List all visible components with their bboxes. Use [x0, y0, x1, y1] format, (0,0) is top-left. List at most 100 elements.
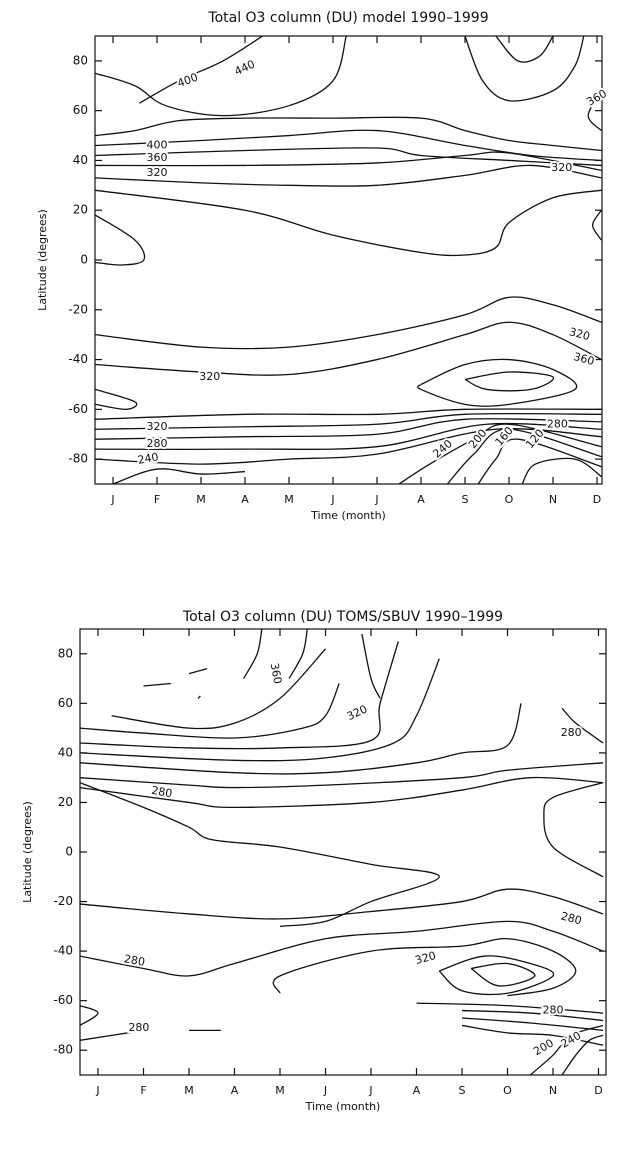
contour-label: 280 — [560, 909, 584, 927]
contour-line — [561, 707, 604, 744]
contour-line — [143, 682, 171, 687]
y-tick-label: 20 — [73, 203, 88, 217]
y-axis-label: Latitude (degrees) — [36, 209, 49, 311]
contour-line — [80, 1005, 99, 1026]
contour-line — [188, 668, 208, 675]
x-tick-label: J — [330, 493, 334, 506]
y-tick-label: -40 — [68, 352, 88, 366]
y-tick-label: 80 — [58, 646, 73, 660]
x-tick-label: S — [462, 493, 469, 506]
contour-line — [197, 695, 201, 699]
contour-line — [80, 683, 340, 739]
y-tick-label: -40 — [53, 944, 73, 958]
x-tick-label: M — [196, 493, 206, 506]
contour-label: 320 — [345, 702, 370, 723]
x-tick-label: N — [549, 493, 557, 506]
contour-label: 320 — [147, 420, 168, 433]
x-axis-label: Time (month) — [310, 509, 386, 522]
contour-line — [587, 90, 602, 132]
x-axis-label: Time (month) — [305, 1100, 381, 1113]
contour-label: 360 — [572, 350, 596, 368]
contour-line — [95, 151, 602, 172]
contour-line — [446, 428, 602, 484]
contour-line — [139, 36, 263, 104]
contour-label: 320 — [551, 161, 572, 174]
contour-label: 280 — [150, 784, 173, 800]
contour-line — [561, 1034, 604, 1075]
y-tick-label: 60 — [58, 696, 73, 710]
x-tick-label: F — [140, 1084, 146, 1097]
x-tick-label: M — [275, 1084, 285, 1097]
contour-label: 280 — [547, 417, 568, 430]
contour-line — [464, 371, 555, 392]
x-tick-label: M — [184, 1084, 194, 1097]
contour-line — [95, 296, 602, 350]
y-tick-label: 40 — [73, 153, 88, 167]
y-tick-label: -20 — [53, 894, 73, 908]
contour-line — [529, 1024, 604, 1075]
chart-title: Total O3 column (DU) model 1990–1999 — [207, 10, 488, 26]
contour-line — [95, 36, 347, 117]
plot-frame — [79, 628, 607, 1076]
contour-line — [416, 1002, 604, 1014]
contour-line — [461, 1009, 604, 1022]
x-tick-label: M — [284, 493, 294, 506]
contour-label: 360 — [584, 87, 609, 109]
contour-line — [461, 1024, 604, 1046]
contour-line — [80, 776, 604, 809]
contour-line — [438, 955, 555, 996]
contour-label: 400 — [147, 139, 168, 152]
contour-line — [461, 1017, 604, 1032]
contour-line — [521, 457, 602, 484]
contour-line — [243, 629, 263, 679]
contour-line — [80, 782, 440, 927]
contour-line — [95, 408, 602, 420]
contour-line — [95, 388, 138, 410]
x-tick-label: D — [593, 493, 601, 506]
x-tick-label: A — [231, 1084, 239, 1097]
x-tick-label: J — [95, 1084, 99, 1097]
contour-line — [464, 36, 585, 102]
y-tick-label: 60 — [73, 103, 88, 117]
contours — [80, 629, 604, 1075]
contour-label: 280 — [543, 1004, 564, 1017]
y-tick-label: -60 — [53, 993, 73, 1007]
contour-line — [95, 147, 602, 167]
y-tick-label: 20 — [58, 795, 73, 809]
contour-label: 280 — [123, 952, 146, 968]
x-tick-label: S — [459, 1084, 466, 1097]
contour-label: 320 — [199, 370, 220, 383]
contour-label: 160 — [492, 424, 515, 448]
x-tick-label: D — [594, 1084, 602, 1097]
contour-line — [95, 412, 602, 430]
contour-label: 440 — [233, 58, 258, 79]
x-tick-label: O — [505, 493, 514, 506]
contour-line — [95, 189, 602, 257]
contour-label: 320 — [147, 166, 168, 179]
x-tick-label: J — [374, 493, 378, 506]
y-tick-label: -60 — [68, 402, 88, 416]
x-tick-label: O — [503, 1084, 512, 1097]
contour-label: 360 — [147, 151, 168, 164]
contour-label: 320 — [414, 949, 438, 967]
y-tick-label: 0 — [80, 253, 88, 267]
contour-line — [543, 781, 604, 878]
contour-line — [111, 648, 326, 730]
contour-label: 400 — [176, 71, 200, 90]
contour-label: 320 — [568, 325, 592, 343]
x-tick-label: F — [154, 493, 160, 506]
contour-label: 360 — [268, 662, 284, 685]
y-tick-label: -20 — [68, 302, 88, 316]
x-tick-label: A — [413, 1084, 421, 1097]
x-tick-label: J — [323, 1084, 327, 1097]
y-tick-label: 0 — [65, 845, 73, 859]
contour-label: 200 — [531, 1036, 556, 1058]
contour-line — [80, 920, 604, 977]
chart-title: Total O3 column (DU) TOMS/SBUV 1990–1999 — [182, 609, 503, 625]
contour-line — [95, 214, 146, 266]
contour-line — [417, 358, 578, 407]
y-tick-label: 40 — [58, 745, 73, 759]
contour-line — [272, 938, 577, 997]
contour-line — [112, 468, 246, 484]
